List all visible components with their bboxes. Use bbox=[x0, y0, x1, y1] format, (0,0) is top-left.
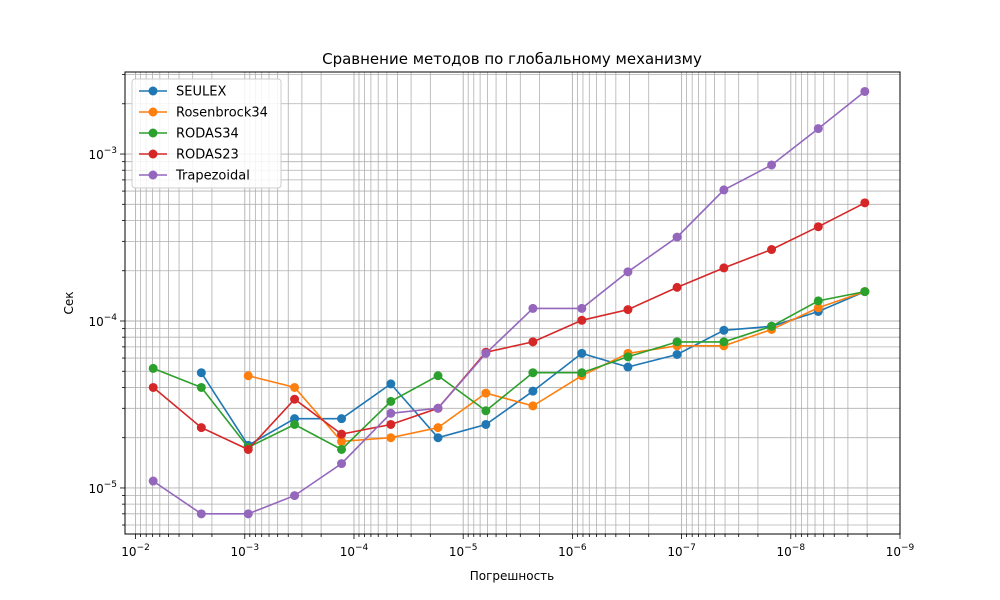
data-point-trapezoidal bbox=[196, 509, 206, 519]
data-point-trapezoidal bbox=[672, 232, 682, 242]
legend-items: SEULEX Rosenbrock34 RODAS34 RODAS23 Trapezoi… bbox=[139, 85, 268, 184]
data-point-rodas23 bbox=[243, 444, 253, 454]
y-tick-label: 10−5 bbox=[88, 480, 117, 496]
data-point-rosenbrock34 bbox=[813, 303, 823, 313]
data-point-seulex bbox=[672, 350, 682, 360]
legend-marker-rosenbrock34 bbox=[148, 107, 158, 117]
data-point-rodas34 bbox=[528, 368, 538, 378]
data-point-rodas34 bbox=[577, 368, 587, 378]
data-point-trapezoidal bbox=[577, 303, 587, 313]
data-point-trapezoidal bbox=[433, 403, 443, 413]
data-point-seulex bbox=[196, 368, 206, 378]
series-line-rodas23 bbox=[152, 202, 866, 451]
data-point-rodas23 bbox=[860, 198, 870, 208]
data-point-rodas23 bbox=[813, 222, 823, 232]
data-point-rosenbrock34 bbox=[290, 382, 300, 392]
data-point-seulex bbox=[577, 348, 587, 358]
data-point-rosenbrock34 bbox=[386, 433, 396, 443]
y-tick-label: 10−3 bbox=[88, 146, 117, 162]
data-point-rodas34 bbox=[481, 406, 491, 416]
legend-marker-rodas34 bbox=[148, 128, 158, 138]
data-point-rodas34 bbox=[148, 363, 158, 373]
data-point-trapezoidal bbox=[386, 408, 396, 418]
legend-marker-seulex bbox=[148, 86, 158, 96]
chart-title: Сравнение методов по глобальному механиз… bbox=[322, 50, 702, 68]
data-point-rosenbrock34 bbox=[337, 436, 347, 446]
data-point-trapezoidal bbox=[337, 459, 347, 469]
legend-label-seulex: SEULEX bbox=[176, 85, 226, 100]
data-point-rodas34 bbox=[623, 352, 633, 362]
x-tick-label: 10−8 bbox=[777, 543, 806, 559]
data-point-rodas23 bbox=[337, 429, 347, 439]
legend-label-rodas23: RODAS23 bbox=[176, 148, 239, 163]
data-point-trapezoidal bbox=[719, 185, 729, 195]
x-axis-label: Погрешность bbox=[470, 569, 555, 583]
x-tick-label: 10−2 bbox=[121, 543, 150, 559]
x-tick-label: 10−5 bbox=[449, 543, 478, 559]
data-point-rosenbrock34 bbox=[243, 371, 253, 381]
data-point-trapezoidal bbox=[813, 124, 823, 134]
plot-frame bbox=[124, 71, 901, 535]
data-point-rodas34 bbox=[767, 321, 777, 331]
data-point-rodas23 bbox=[290, 394, 300, 404]
data-point-rodas34 bbox=[672, 337, 682, 347]
data-point-rodas23 bbox=[623, 305, 633, 315]
data-point-rosenbrock34 bbox=[481, 388, 491, 398]
data-point-seulex bbox=[433, 433, 443, 443]
data-point-rodas23 bbox=[148, 382, 158, 392]
data-point-seulex bbox=[623, 362, 633, 372]
y-tick-label: 10−4 bbox=[88, 313, 117, 329]
data-point-rodas23 bbox=[719, 263, 729, 273]
data-point-rosenbrock34 bbox=[528, 401, 538, 411]
data-point-trapezoidal bbox=[623, 267, 633, 277]
data-point-rodas34 bbox=[196, 382, 206, 392]
data-point-trapezoidal bbox=[148, 476, 158, 486]
data-point-seulex bbox=[386, 379, 396, 389]
y-axis-label: Сек bbox=[62, 291, 76, 314]
legend: SEULEX Rosenbrock34 RODAS34 RODAS23 Trapezoi… bbox=[131, 78, 282, 189]
data-point-seulex bbox=[528, 386, 538, 396]
data-point-rodas34 bbox=[337, 444, 347, 454]
data-point-rodas34 bbox=[813, 296, 823, 306]
data-point-rosenbrock34 bbox=[433, 423, 443, 433]
data-point-seulex bbox=[719, 325, 729, 335]
data-point-rodas23 bbox=[767, 245, 777, 255]
data-point-rodas23 bbox=[196, 423, 206, 433]
data-point-trapezoidal bbox=[860, 86, 870, 96]
data-point-rodas34 bbox=[719, 337, 729, 347]
data-point-rodas23 bbox=[386, 419, 396, 429]
tick-layer: 10−2 10−3 10−4 10−5 10−6 10−7 10−8 10−9 10−5 10−4… bbox=[88, 73, 915, 559]
legend-marker-trapezoidal bbox=[148, 170, 158, 180]
x-tick-label: 10−7 bbox=[667, 543, 696, 559]
data-point-rodas34 bbox=[860, 287, 870, 297]
data-point-trapezoidal bbox=[243, 509, 253, 519]
data-point-seulex bbox=[481, 419, 491, 429]
legend-label-rosenbrock34: Rosenbrock34 bbox=[176, 106, 268, 121]
data-point-trapezoidal bbox=[767, 160, 777, 170]
data-point-rodas34 bbox=[290, 419, 300, 429]
x-tick-label: 10−9 bbox=[886, 543, 915, 559]
x-tick-label: 10−6 bbox=[558, 543, 587, 559]
data-point-rodas23 bbox=[672, 282, 682, 292]
series-line-trapezoidal bbox=[152, 90, 866, 515]
data-point-rodas23 bbox=[528, 337, 538, 347]
data-point-trapezoidal bbox=[290, 491, 300, 501]
legend-marker-rodas23 bbox=[148, 149, 158, 159]
data-point-rodas34 bbox=[386, 396, 396, 406]
x-tick-label: 10−4 bbox=[340, 543, 369, 559]
series-line-rodas34 bbox=[152, 290, 865, 451]
data-point-rodas34 bbox=[433, 371, 443, 381]
data-point-seulex bbox=[337, 414, 347, 424]
data-point-trapezoidal bbox=[481, 348, 491, 358]
series-layer bbox=[148, 86, 870, 519]
x-tick-label: 10−3 bbox=[231, 543, 260, 559]
data-point-rodas23 bbox=[577, 315, 587, 325]
legend-label-trapezoidal: Trapezoidal bbox=[175, 169, 250, 184]
legend-label-rodas34: RODAS34 bbox=[176, 127, 239, 142]
data-point-trapezoidal bbox=[528, 303, 538, 313]
legend-box bbox=[131, 78, 282, 189]
